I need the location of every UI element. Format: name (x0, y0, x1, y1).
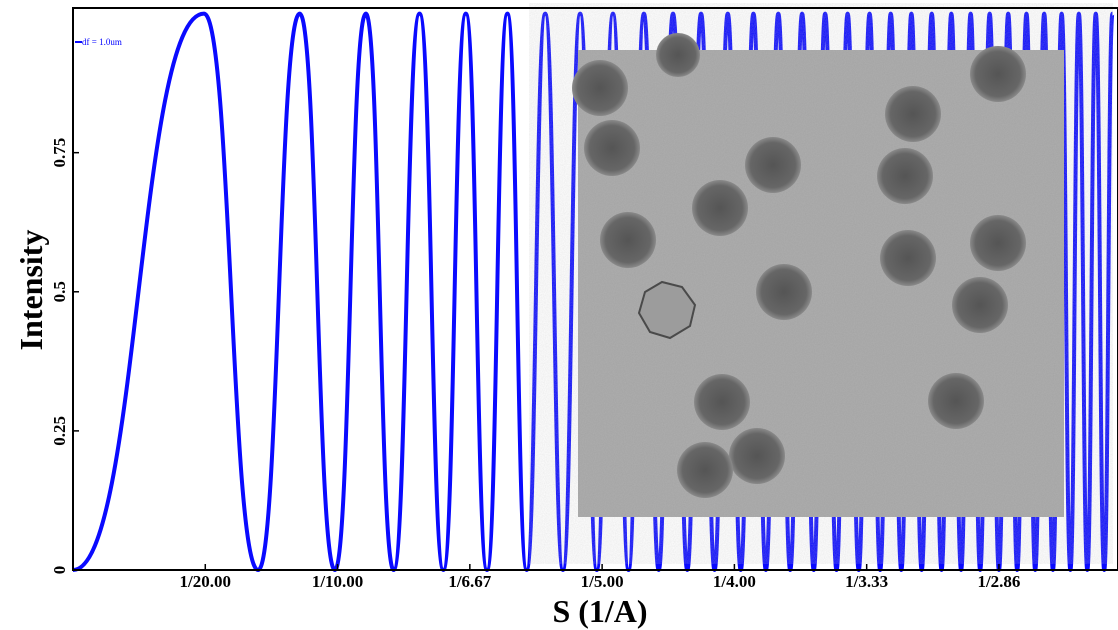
y-tick-label: 0.25 (50, 416, 69, 446)
legend-label: df = 1.0um (82, 37, 122, 47)
particles (572, 33, 1026, 498)
x-tick-label: 1/2.86 (977, 572, 1020, 591)
x-tick-label: 1/4.00 (713, 572, 756, 591)
y-tick-label: 0.5 (50, 281, 69, 302)
y-tick-label: 0 (50, 566, 69, 575)
empty-particle (637, 280, 697, 340)
x-tick-label: 1/6.67 (448, 572, 491, 591)
y-tick-label: 0.75 (50, 138, 69, 168)
plot-frame (72, 7, 1118, 571)
x-axis-title: S (1/A) (552, 593, 647, 629)
axes: 1/20.00 1/10.00 1/6.67 1/5.00 1/4.00 1/3.33 1/… (50, 7, 1118, 591)
x-tick-label: 1/5.00 (581, 572, 624, 591)
x-tick-label: 1/10.00 (312, 572, 363, 591)
y-axis-title: Intensity (13, 230, 49, 351)
micrograph-inset (572, 33, 1064, 517)
x-tick-label: 1/3.33 (845, 572, 888, 591)
x-tick-label: 1/20.00 (180, 572, 231, 591)
